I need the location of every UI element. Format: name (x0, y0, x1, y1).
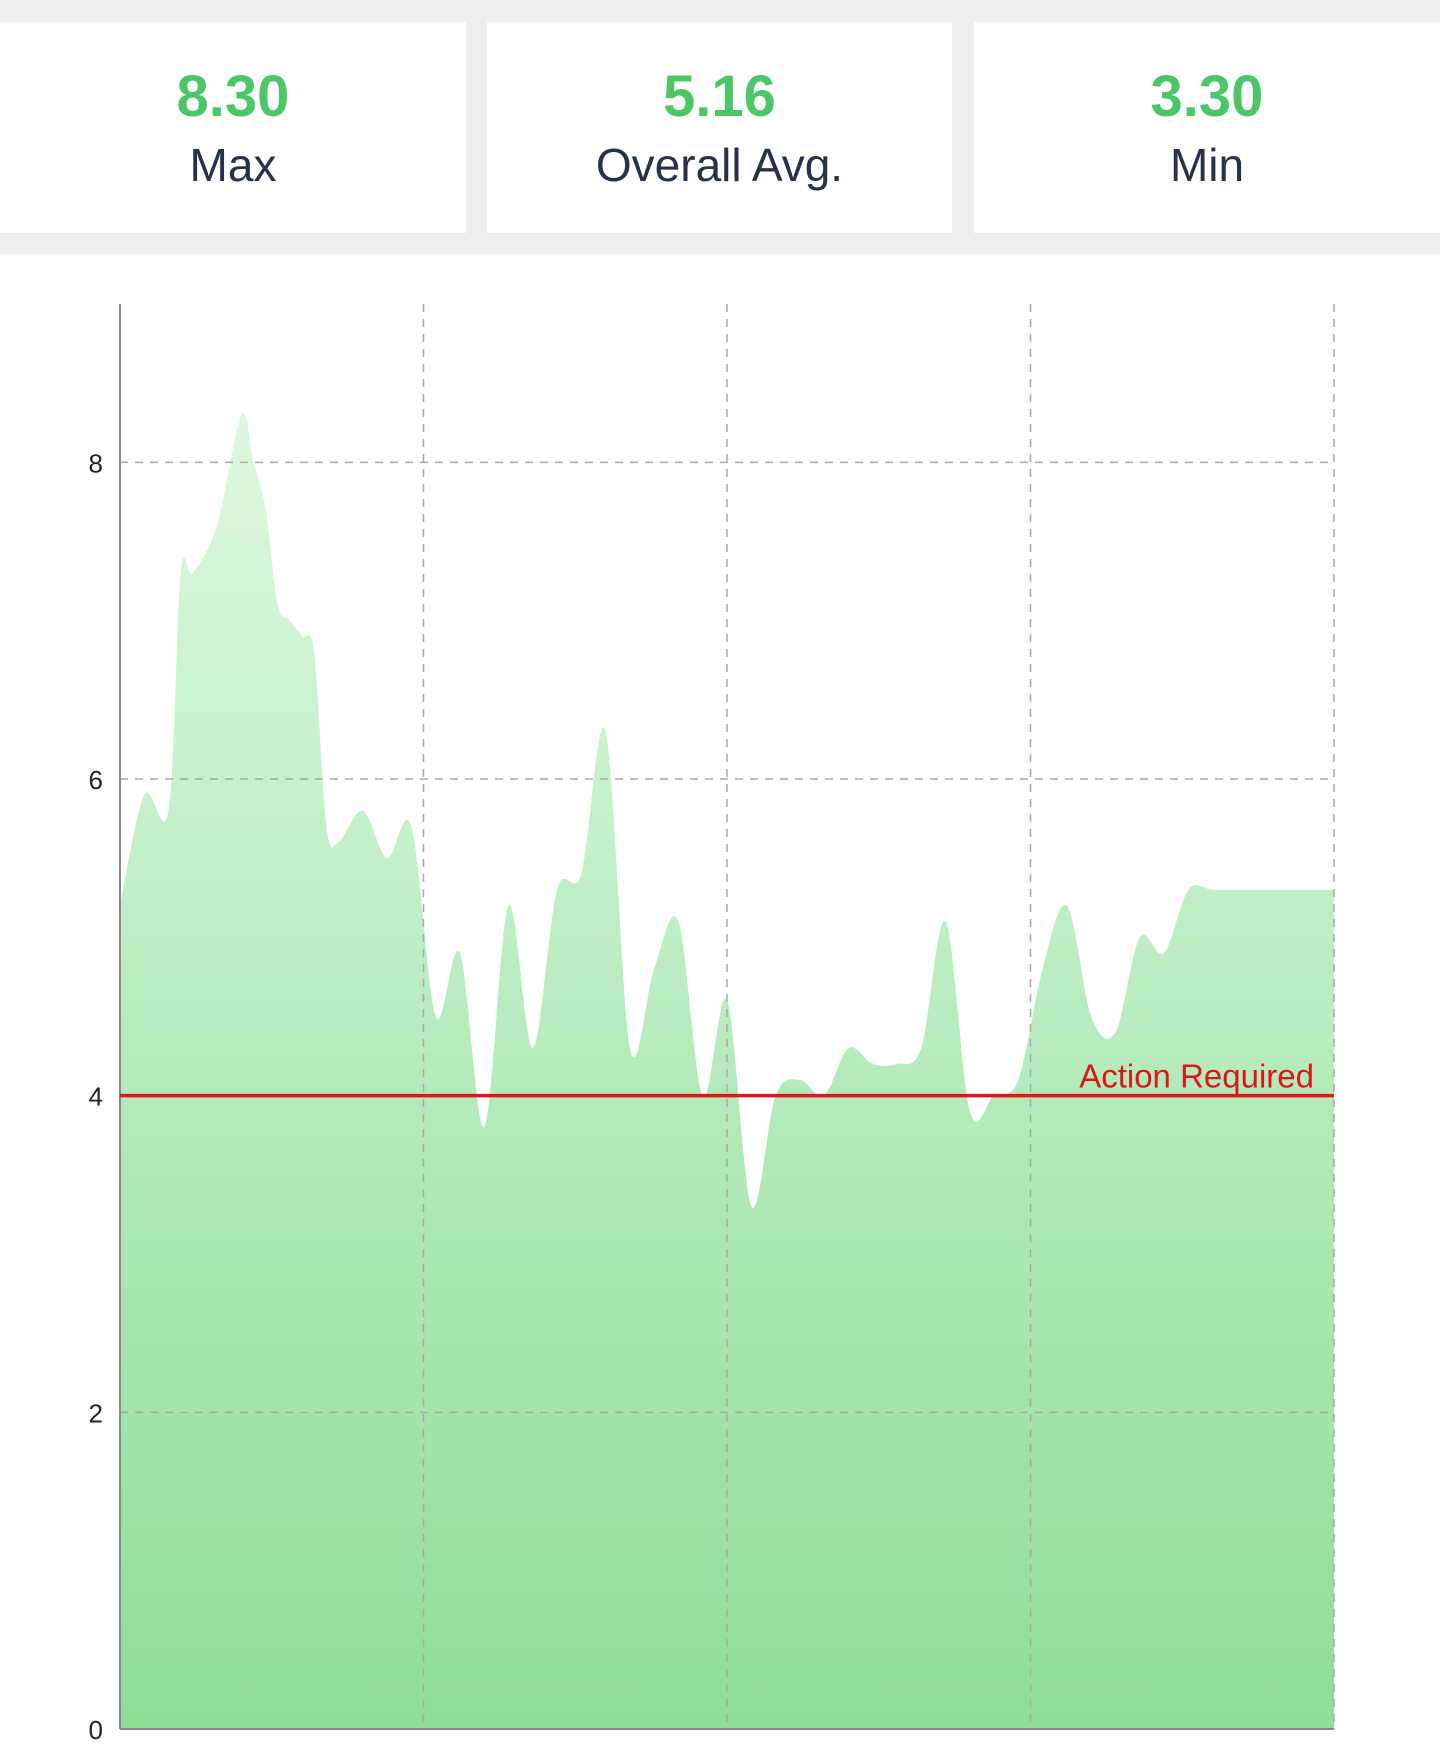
max-card: 8.30 Max (0, 22, 466, 233)
y-tick-label: 6 (89, 765, 103, 795)
area-chart: Action Required 0 2 4 6 8 (89, 304, 1335, 1745)
y-tick-label: 4 (89, 1082, 103, 1112)
threshold-label: Action Required (1079, 1058, 1314, 1095)
y-tick-labels: 0 2 4 6 8 (89, 448, 103, 1745)
y-tick-label: 2 (89, 1398, 103, 1428)
max-value: 8.30 (176, 64, 290, 129)
avg-label: Overall Avg. (595, 139, 844, 191)
min-label: Min (1169, 139, 1245, 191)
threshold-layer: Action Required (120, 1058, 1334, 1098)
max-label: Max (189, 139, 277, 191)
chart-container: Action Required 0 2 4 6 8 (0, 254, 1440, 1745)
y-tick-label: 0 (89, 1715, 103, 1745)
avg-card: 5.16 Overall Avg. (487, 22, 952, 233)
avg-value: 5.16 (663, 64, 776, 129)
min-card: 3.30 Min (974, 22, 1440, 233)
min-value: 3.30 (1150, 64, 1264, 129)
y-tick-label: 8 (89, 448, 103, 478)
